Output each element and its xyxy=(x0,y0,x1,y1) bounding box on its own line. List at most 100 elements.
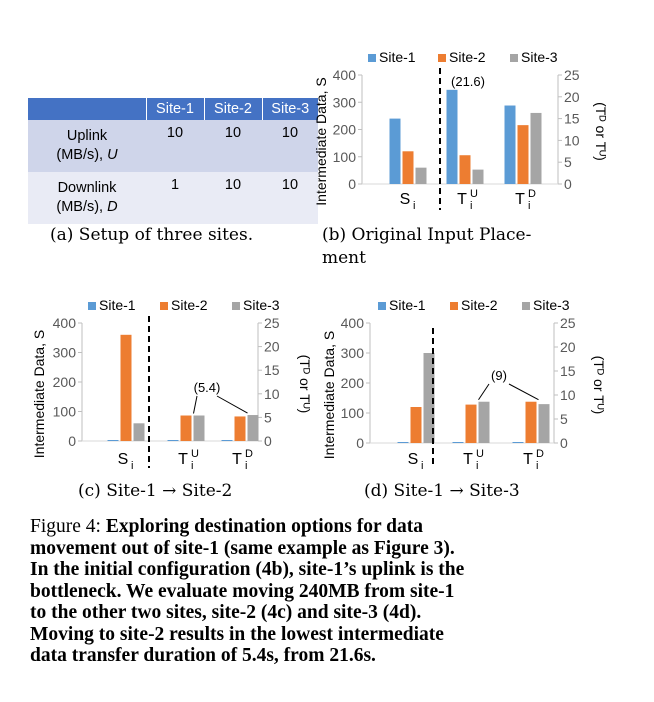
category-superscript: U xyxy=(191,448,199,460)
y-tick-label: 300 xyxy=(53,345,77,361)
annotation-arrow-d xyxy=(216,395,248,414)
row-label-line2: (MB/s), xyxy=(56,147,108,163)
bar-s-site-2 xyxy=(410,407,422,443)
y-tick-label: 400 xyxy=(333,67,357,83)
y2-tick-label: 5 xyxy=(560,411,568,427)
category-subscript: i xyxy=(413,200,415,212)
annotation-label: (5.4) xyxy=(194,380,221,395)
table-header-blank xyxy=(28,98,146,120)
legend-label-3: Site-3 xyxy=(243,297,280,313)
bar-td-site-1 xyxy=(512,442,524,443)
legend-label-2: Site-2 xyxy=(461,297,498,313)
category-label: S xyxy=(118,451,129,468)
category-subscript: i xyxy=(421,460,423,472)
legend-swatch-2 xyxy=(160,302,168,310)
y2-tick-label: 20 xyxy=(560,339,576,355)
category-label: T xyxy=(178,451,188,468)
category-subscript: i xyxy=(245,460,247,472)
y2-tick-label: 25 xyxy=(564,67,580,83)
y2-tick-label: 0 xyxy=(264,433,272,449)
bar-s-site-1 xyxy=(397,442,409,443)
figure-caption-line: Moving to site-2 results in the lowest i… xyxy=(30,623,444,645)
bar-s-site-1 xyxy=(389,118,401,184)
annotation-arrow-u xyxy=(193,395,198,414)
bar-s-site-3 xyxy=(133,423,145,441)
bar-td-site-1 xyxy=(221,440,233,441)
bar-td-site-2 xyxy=(525,401,537,443)
figure-caption-line: Exploring destination options for data xyxy=(105,516,423,537)
y2-tick-label: 0 xyxy=(564,176,572,192)
y2-tick-label: 5 xyxy=(564,154,572,170)
category-subscript: i xyxy=(131,460,133,472)
figure-caption-line: movement out of site-1 (same example as … xyxy=(30,537,455,559)
category-label: T xyxy=(523,451,533,468)
bar-td-site-2 xyxy=(517,125,529,184)
legend-swatch-1 xyxy=(88,302,96,310)
cell-uplink-site-3: 10 xyxy=(262,120,318,172)
y2-tick-label: 15 xyxy=(264,362,280,378)
legend-swatch-2 xyxy=(450,302,458,310)
cell-downlink-site-3: 10 xyxy=(262,172,318,224)
y2-tick-label: 20 xyxy=(264,339,280,355)
category-label: T xyxy=(232,451,242,468)
table-header-site-2: Site-2 xyxy=(203,98,262,120)
row-label-line2: (MB/s), xyxy=(56,199,108,215)
bar-tu-site-3 xyxy=(478,401,490,443)
legend-swatch-1 xyxy=(378,302,386,310)
category-superscript: D xyxy=(536,448,544,460)
row-label-uplink: Uplink (MB/s), U xyxy=(28,120,146,172)
y-tick-label: 200 xyxy=(341,375,365,391)
y-axis-title: Intermediate Data, S xyxy=(321,331,337,459)
row-label-line1: Downlink xyxy=(57,180,117,196)
legend-label-2: Site-2 xyxy=(171,297,208,313)
bar-s-site-3 xyxy=(415,167,427,184)
legend-label-1: Site-1 xyxy=(389,297,426,313)
y-tick-label: 0 xyxy=(356,435,364,451)
bar-tu-site-1 xyxy=(446,89,458,184)
caption-b-line1: (b) Original Input Place- xyxy=(322,225,532,245)
caption-d: (d) Site-1 → Site-3 xyxy=(364,481,520,501)
figure-caption-line: bottleneck. We evaluate moving 240MB fro… xyxy=(30,580,455,602)
row-label-line1: Uplink xyxy=(66,128,108,144)
legend-swatch-3 xyxy=(232,302,240,310)
legend-swatch-2 xyxy=(438,54,446,62)
cell-uplink-site-2: 10 xyxy=(204,120,262,172)
y-tick-label: 0 xyxy=(348,176,356,192)
annotation-label: (21.6) xyxy=(451,74,485,89)
table-header-site-3: Site-3 xyxy=(261,98,318,120)
category-superscript: D xyxy=(245,448,253,460)
row-label-downlink: Downlink (MB/s), D xyxy=(28,172,146,224)
bar-s-site-2 xyxy=(402,151,414,184)
table-row-downlink: Downlink (MB/s), D 1 10 10 xyxy=(28,172,318,224)
chart-d-site1-to-site3: Site-1 Site-2 Site-3 0 100 200 300 400 0 5 10 15 20 2… xyxy=(321,297,607,472)
y-axis-title: Intermediate Data, S xyxy=(31,330,47,458)
y2-axis-title: (Tᴰ or Tᵁ) xyxy=(297,355,313,414)
category-label: S xyxy=(400,191,411,208)
y-tick-label: 100 xyxy=(333,149,357,165)
cell-uplink-site-1: 10 xyxy=(146,120,204,172)
bar-td-site-3 xyxy=(538,404,550,443)
bar-tu-site-1 xyxy=(167,440,179,441)
table-row-uplink: Uplink (MB/s), U 10 10 10 xyxy=(28,120,318,172)
legend-swatch-1 xyxy=(368,54,376,62)
figure-caption-prefix: Figure 4: xyxy=(30,516,106,537)
y2-tick-label: 20 xyxy=(564,89,580,105)
legend-label-1: Site-1 xyxy=(379,49,416,65)
bar-tu-site-3 xyxy=(472,169,484,184)
category-subscript: i xyxy=(191,460,193,472)
bar-s-site-1 xyxy=(107,440,119,441)
category-label: T xyxy=(463,451,473,468)
y2-tick-label: 25 xyxy=(560,315,576,331)
y-tick-label: 100 xyxy=(53,404,77,420)
category-subscript: i xyxy=(536,460,538,472)
y2-axis-title: (Tᴰ or Tᵁ) xyxy=(591,356,607,415)
y2-tick-label: 10 xyxy=(264,386,280,402)
category-superscript: U xyxy=(476,448,484,460)
y-tick-label: 0 xyxy=(68,433,76,449)
category-superscript: U xyxy=(470,188,478,200)
chart-b-original-placement: Site-1 Site-2 Site-3 0 100 200 300 400 0 5 10 15 20 2… xyxy=(313,49,609,212)
y2-tick-label: 10 xyxy=(564,132,580,148)
y-tick-label: 100 xyxy=(341,405,365,421)
y-tick-label: 300 xyxy=(341,345,365,361)
category-label: T xyxy=(515,191,525,208)
